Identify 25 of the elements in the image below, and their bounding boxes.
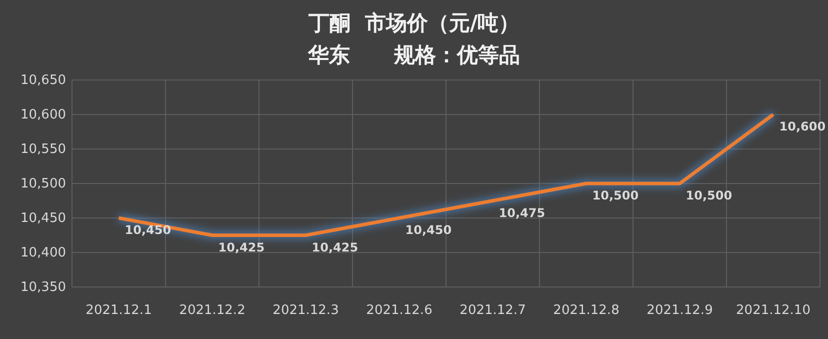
x-tick-label: 2021.12.1 <box>86 303 152 318</box>
data-label: 10,500 <box>686 188 732 202</box>
x-tick-label: 2021.12.8 <box>553 303 620 318</box>
data-label: 10,475 <box>498 206 546 220</box>
data-label: 10,425 <box>312 240 358 254</box>
x-tick-label: 2021.12.7 <box>460 303 526 318</box>
chart-subtitle: 华东 规格：优等品 <box>307 43 520 67</box>
y-tick-label: 10,450 <box>20 211 66 226</box>
data-label: 10,500 <box>592 188 639 202</box>
y-tick-label: 10,600 <box>20 108 66 123</box>
x-tick-label: 2021.12.3 <box>272 303 339 318</box>
x-tick-label: 2021.12.6 <box>366 303 432 318</box>
data-label: 10,600 <box>779 120 826 134</box>
y-tick-label: 10,650 <box>20 73 66 88</box>
x-tick-label: 2021.12.2 <box>179 303 246 318</box>
x-tick-label: 2021.12.10 <box>736 303 810 318</box>
chart-title: 丁酮 市场价（元/吨） <box>307 11 520 35</box>
y-tick-label: 10,350 <box>20 280 66 296</box>
data-label: 10,425 <box>218 240 265 254</box>
data-label: 10,450 <box>124 223 172 237</box>
data-label: 10,450 <box>405 223 452 237</box>
y-tick-label: 10,500 <box>20 176 66 192</box>
y-tick-label: 10,400 <box>20 246 66 261</box>
x-tick-label: 2021.12.9 <box>646 303 713 318</box>
y-tick-label: 10,550 <box>20 142 66 158</box>
